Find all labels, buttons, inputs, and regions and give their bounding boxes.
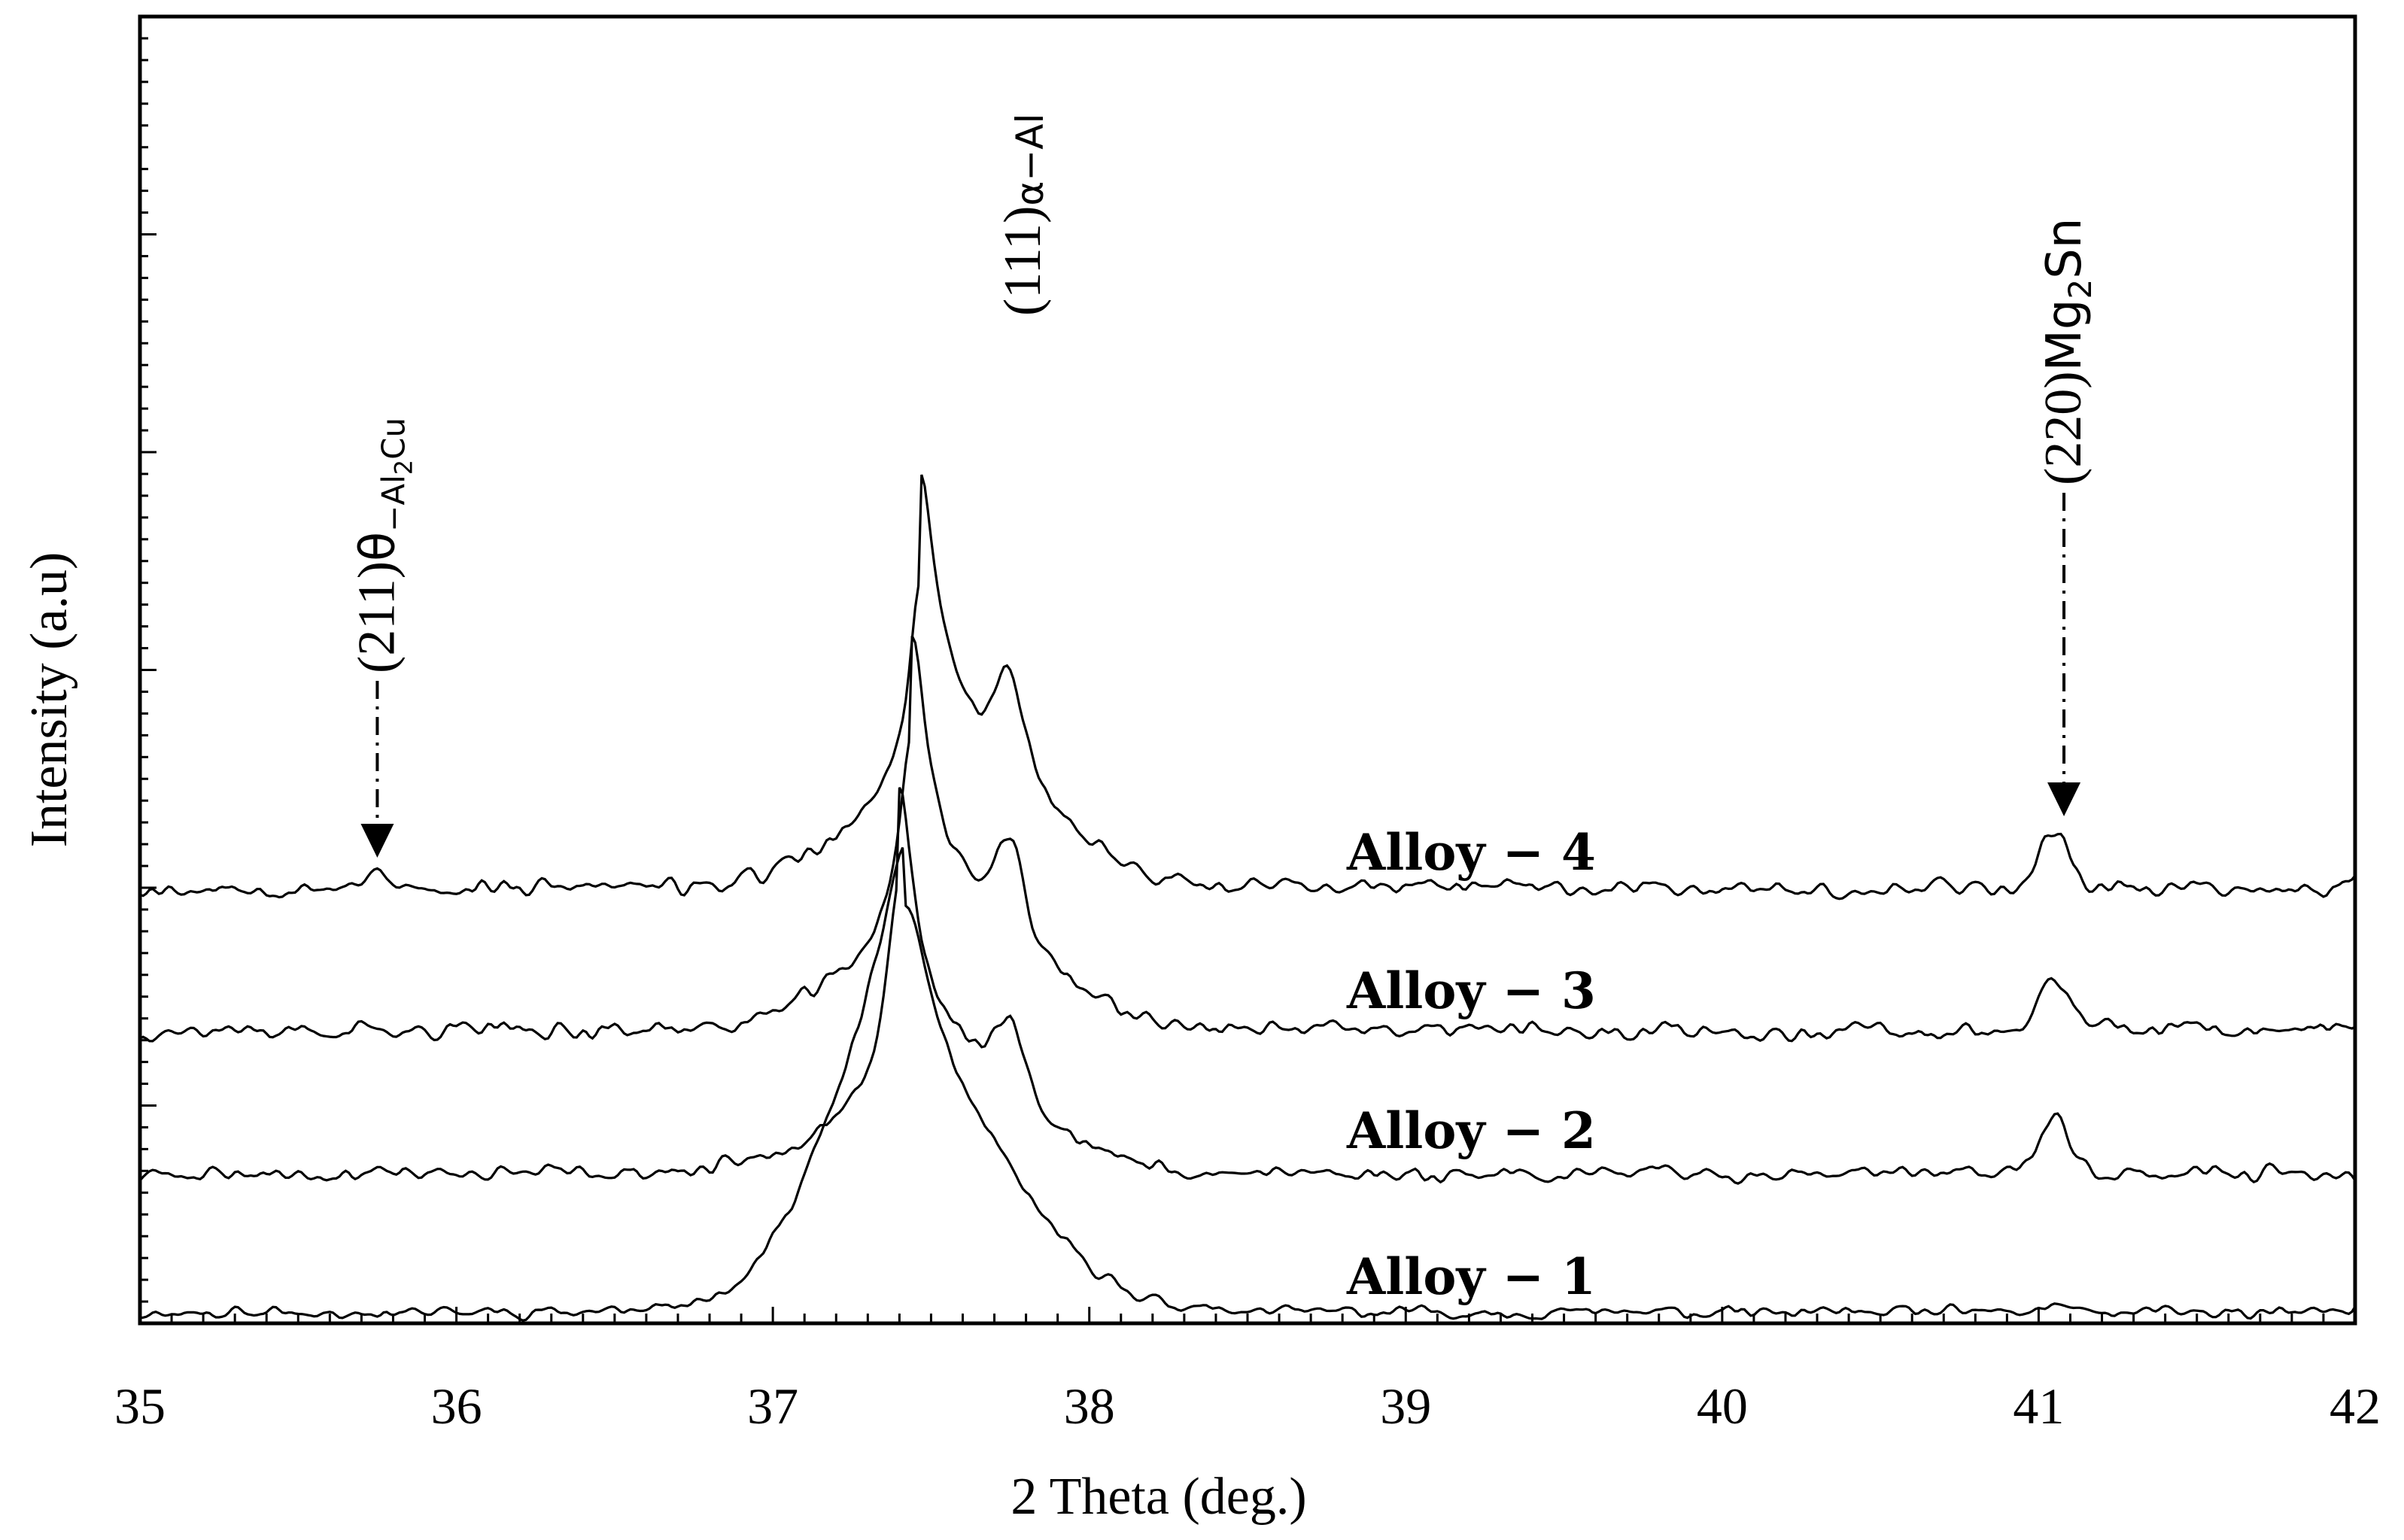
theta-al2cu-arrowhead <box>360 824 394 858</box>
series-curves <box>140 474 2355 1322</box>
series-label-alloy-3: Alloy − 3 <box>1346 961 1596 1020</box>
x-tick-label: 36 <box>431 1377 482 1435</box>
main-peak-index: (111) <box>994 206 1052 316</box>
series-label-alloy-1: Alloy − 1 <box>1346 1247 1596 1306</box>
x-axis-title: 2 Theta (deg.) <box>1011 1468 1306 1526</box>
theta-al2cu-annotation: (211)θ−Al2Cu <box>348 418 418 858</box>
main-peak-phase: α−Al <box>1008 114 1052 206</box>
x-tick-label: 42 <box>2330 1377 2381 1435</box>
x-tick-label: 38 <box>1064 1377 1115 1435</box>
x-tick-label: 39 <box>1380 1377 1431 1435</box>
mg2sn-label-main: Mg <box>2037 299 2092 372</box>
plot-frame <box>138 14 2357 1326</box>
series-line-alloy-3 <box>140 635 2355 1043</box>
series-line-alloy-2 <box>140 787 2355 1185</box>
mg2sn-annotation: (220)Mg2Sn <box>2035 218 2099 816</box>
series-line-alloy-1 <box>140 846 2355 1322</box>
y-axis-title: Intensity (a.u) <box>20 552 78 848</box>
series-label-alloy-2: Alloy − 2 <box>1346 1101 1596 1160</box>
theta-label-greek: θ <box>350 532 406 561</box>
x-tick-label: 37 <box>747 1377 798 1435</box>
x-tick-label: 41 <box>2013 1377 2064 1435</box>
y-axis-ticks <box>140 15 157 1325</box>
series-label-alloy-4: Alloy − 4 <box>1346 823 1596 882</box>
x-tick-label: 35 <box>114 1377 166 1435</box>
mg2sn-label-index: (220) <box>2035 371 2092 485</box>
theta-al2cu-label: (211)θ−Al2Cu <box>348 418 418 673</box>
theta-label-index: (211) <box>348 561 406 673</box>
theta-label-sub2: 2 <box>389 460 418 475</box>
main-peak-label: (111)α−Al <box>994 114 1052 316</box>
mg2sn-arrowhead <box>2047 782 2081 816</box>
mg2sn-label: (220)Mg2Sn <box>2035 218 2099 485</box>
mg2sn-label-sub: 2 <box>2062 279 2099 299</box>
x-axis-ticks <box>138 1307 2357 1323</box>
theta-label-sub: −Al <box>375 475 412 532</box>
series-line-alloy-4 <box>140 474 2355 901</box>
x-tick-label: 40 <box>1697 1377 1748 1435</box>
mg2sn-label-suffix: Sn <box>2037 218 2092 279</box>
theta-label-suffix: Cu <box>375 418 412 460</box>
x-axis-tick-labels: 35 36 37 38 39 40 41 42 <box>114 1377 2381 1435</box>
